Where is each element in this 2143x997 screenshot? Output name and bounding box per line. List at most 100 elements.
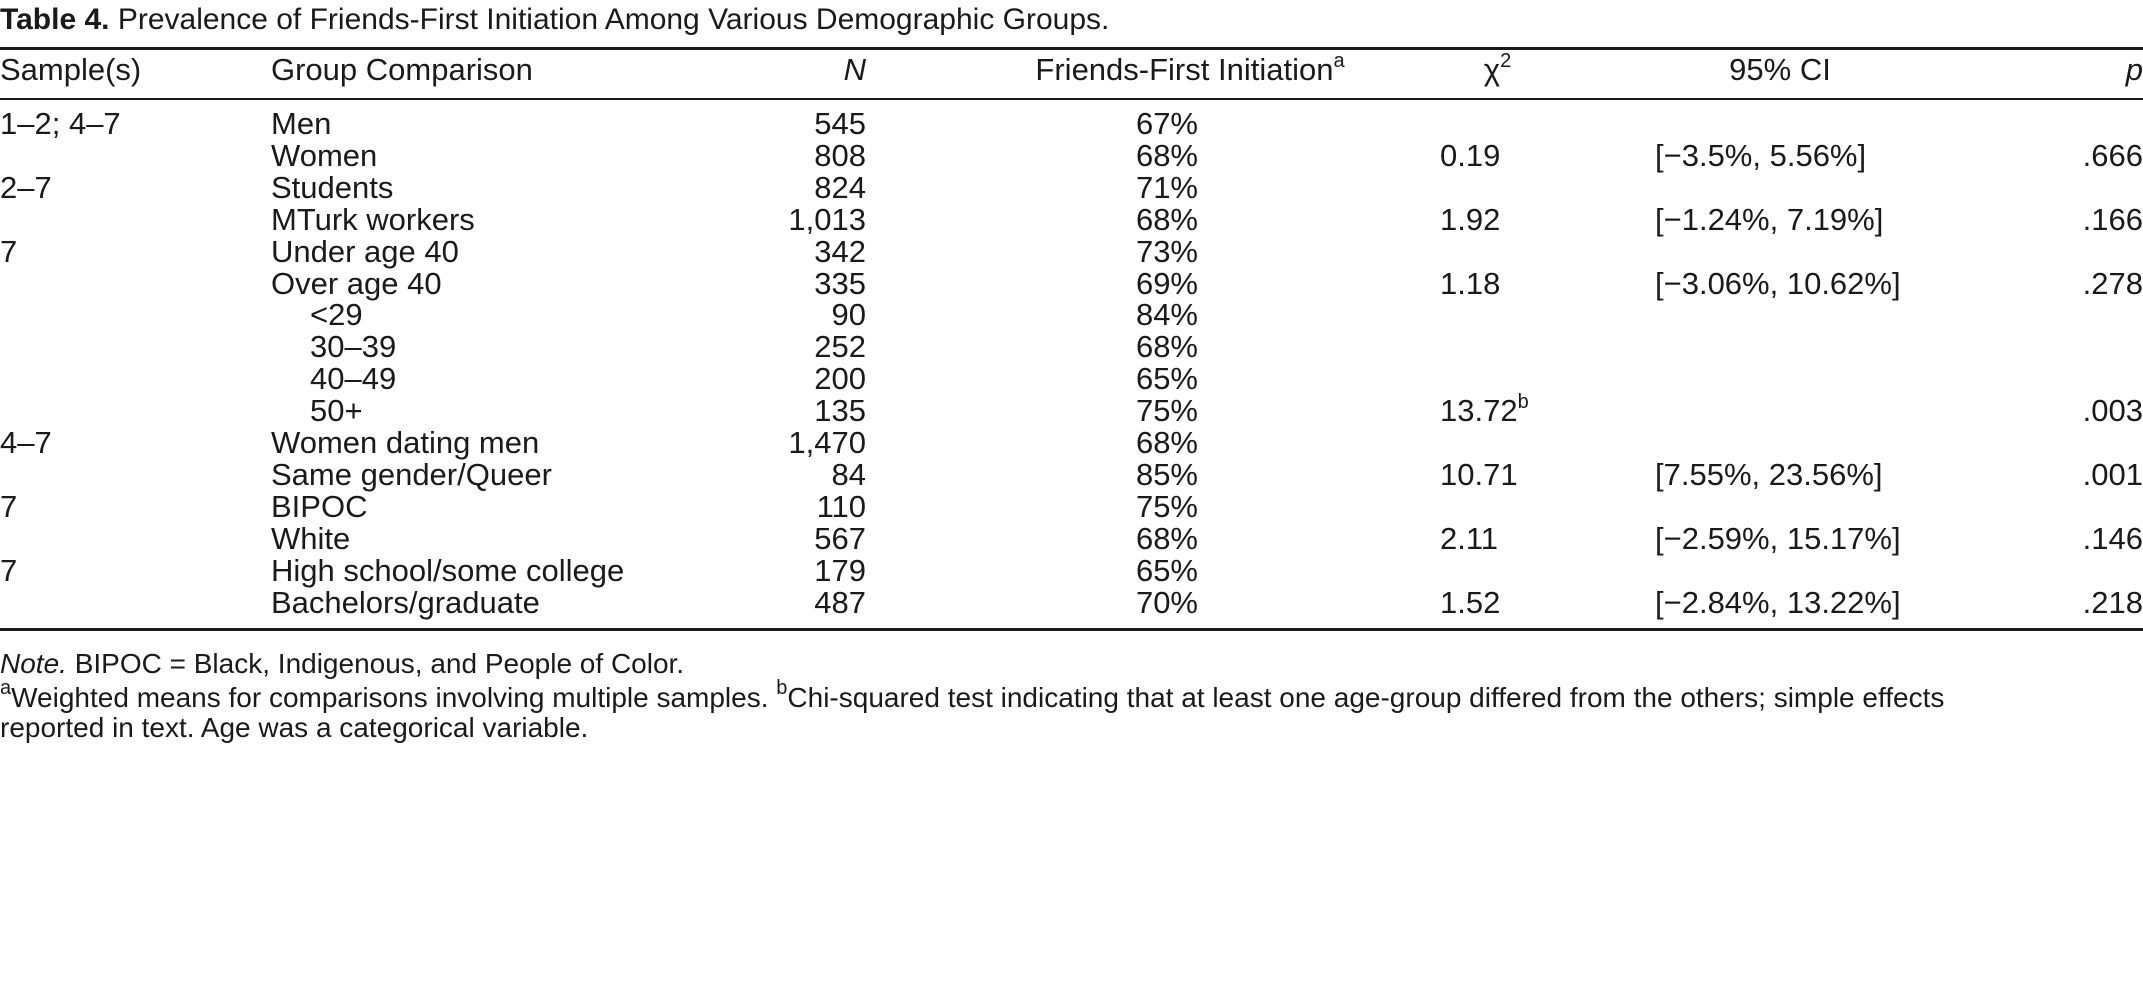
- cell-n: 179: [814, 553, 866, 588]
- cell-sample: 7: [0, 553, 18, 588]
- cell-p: .166: [2082, 202, 2143, 237]
- cell-group-comparison: Under age 40: [271, 234, 459, 269]
- cell-95-ci: [−2.59%, 15.17%]: [1655, 521, 1901, 556]
- cell-friends-first-initiation: 67%: [1135, 106, 1198, 141]
- cell-chi-squared: 1.18: [1440, 262, 1555, 306]
- cell-p: .218: [2082, 585, 2143, 620]
- cell-friends-first-initiation: 70%: [1135, 585, 1198, 620]
- cell-n: 487: [814, 585, 866, 620]
- cell-chi-squared: 10.71: [1440, 453, 1555, 497]
- cell-group-comparison: MTurk workers: [271, 202, 475, 237]
- cell-group-comparison: Same gender/Queer: [271, 457, 552, 492]
- header-rule: [0, 98, 2143, 100]
- cell-95-ci: [−1.24%, 7.19%]: [1655, 202, 1884, 237]
- cell-n: 1,470: [788, 425, 866, 460]
- cell-group-comparison: Women: [271, 138, 378, 173]
- cell-friends-first-initiation: 65%: [1135, 553, 1198, 588]
- cell-sample: 2–7: [0, 170, 52, 205]
- chi-squared-value: 2.11: [1440, 521, 1499, 556]
- cell-p: .003: [2082, 393, 2143, 428]
- cell-friends-first-initiation: 75%: [1135, 393, 1198, 428]
- chi-squared-value: 1.52: [1440, 585, 1501, 620]
- header-chi-label: χ: [1483, 52, 1501, 87]
- footnote-b-text: Chi-squared test indicating that at leas…: [787, 682, 1945, 713]
- cell-n: 545: [814, 106, 866, 141]
- cell-friends-first-initiation: 68%: [1135, 202, 1198, 237]
- cell-friends-first-initiation: 73%: [1135, 234, 1198, 269]
- cell-friends-first-initiation: 84%: [1135, 297, 1198, 332]
- footnote-b-marker: b: [776, 677, 788, 699]
- chi-squared-footnote-marker: b: [1517, 391, 1529, 413]
- cell-95-ci: [−3.5%, 5.56%]: [1655, 138, 1867, 173]
- cell-p: .278: [2082, 266, 2143, 301]
- table-caption-label: Table 4.: [0, 3, 110, 36]
- cell-95-ci: [7.55%, 23.56%]: [1655, 457, 1883, 492]
- cell-sample: 7: [0, 489, 18, 524]
- cell-friends-first-initiation: 68%: [1135, 521, 1198, 556]
- cell-group-comparison: BIPOC: [271, 489, 368, 524]
- cell-group-comparison: Bachelors/graduate: [271, 585, 540, 620]
- footnote-b-continuation-text: reported in text. Age was a categorical …: [0, 712, 589, 743]
- cell-group-comparison: Over age 40: [271, 266, 442, 301]
- header-95-ci: 95% CI: [1729, 52, 1831, 87]
- chi-squared-value: 13.72: [1440, 393, 1518, 428]
- cell-friends-first-initiation: 68%: [1135, 425, 1198, 460]
- footnote-a-marker: a: [0, 677, 12, 699]
- cell-p: .146: [2082, 521, 2143, 556]
- cell-n: 342: [814, 234, 866, 269]
- cell-sample: 4–7: [0, 425, 52, 460]
- footnote-b-continuation: reported in text. Age was a categorical …: [0, 710, 2143, 746]
- header-group-comparison: Group Comparison: [271, 52, 533, 87]
- cell-group-comparison: 40–49: [310, 361, 397, 396]
- cell-friends-first-initiation: 65%: [1135, 361, 1198, 396]
- cell-chi-squared: 13.72b: [1440, 389, 1555, 433]
- cell-n: 567: [814, 521, 866, 556]
- table-caption-text: Prevalence of Friends-First Initiation A…: [109, 3, 1110, 36]
- header-chi-squared: χ2: [1440, 48, 1555, 92]
- cell-p: .666: [2082, 138, 2143, 173]
- cell-group-comparison: <29: [310, 297, 363, 332]
- bottom-rule: [0, 628, 2143, 631]
- header-friends-first-initiation: Friends-First Initiationa: [975, 48, 1405, 92]
- cell-n: 335: [814, 266, 866, 301]
- cell-friends-first-initiation: 69%: [1135, 266, 1198, 301]
- cell-n: 135: [814, 393, 866, 428]
- cell-95-ci: [−3.06%, 10.62%]: [1655, 266, 1901, 301]
- cell-friends-first-initiation: 75%: [1135, 489, 1198, 524]
- cell-group-comparison: 50+: [310, 393, 363, 428]
- cell-n: 110: [816, 489, 866, 524]
- cell-n: 252: [814, 329, 866, 364]
- cell-group-comparison: Women dating men: [271, 425, 540, 460]
- note-label: Note.: [0, 648, 67, 679]
- cell-n: 1,013: [788, 202, 866, 237]
- chi-squared-value: 1.18: [1440, 266, 1501, 301]
- cell-p: .001: [2082, 457, 2143, 492]
- cell-chi-squared: 1.52: [1440, 581, 1555, 625]
- cell-group-comparison: White: [271, 521, 351, 556]
- cell-group-comparison: 30–39: [310, 329, 397, 364]
- cell-n: 200: [814, 361, 866, 396]
- cell-friends-first-initiation: 68%: [1135, 329, 1198, 364]
- cell-sample: 1–2; 4–7: [0, 106, 121, 141]
- cell-sample: [0, 581, 260, 625]
- header-n: N: [843, 52, 866, 87]
- cell-chi-squared: 0.19: [1440, 134, 1555, 178]
- cell-n: 90: [831, 297, 866, 332]
- chi-squared-value: 0.19: [1440, 138, 1501, 173]
- table-note: Note. BIPOC = Black, Indigenous, and Peo…: [0, 646, 2143, 682]
- cell-friends-first-initiation: 68%: [1135, 138, 1198, 173]
- header-sample: Sample(s): [0, 52, 142, 87]
- cell-friends-first-initiation: 71%: [1135, 170, 1198, 205]
- cell-group-comparison: Students: [271, 170, 394, 205]
- footnote-a-text: Weighted means for comparisons involving…: [11, 682, 777, 713]
- footnotes: aWeighted means for comparisons involvin…: [0, 677, 2143, 716]
- table-caption: Table 4. Prevalence of Friends-First Ini…: [0, 0, 2143, 40]
- header-ffi-footnote-marker: a: [1333, 50, 1345, 72]
- cell-n: 84: [831, 457, 866, 492]
- header-p: p: [2125, 52, 2143, 87]
- cell-chi-squared: 2.11: [1440, 517, 1555, 561]
- cell-95-ci: [−2.84%, 13.22%]: [1655, 585, 1901, 620]
- cell-chi-squared: 1.92: [1440, 198, 1555, 242]
- header-chi-exponent: 2: [1500, 50, 1512, 72]
- cell-sample: 7: [0, 234, 18, 269]
